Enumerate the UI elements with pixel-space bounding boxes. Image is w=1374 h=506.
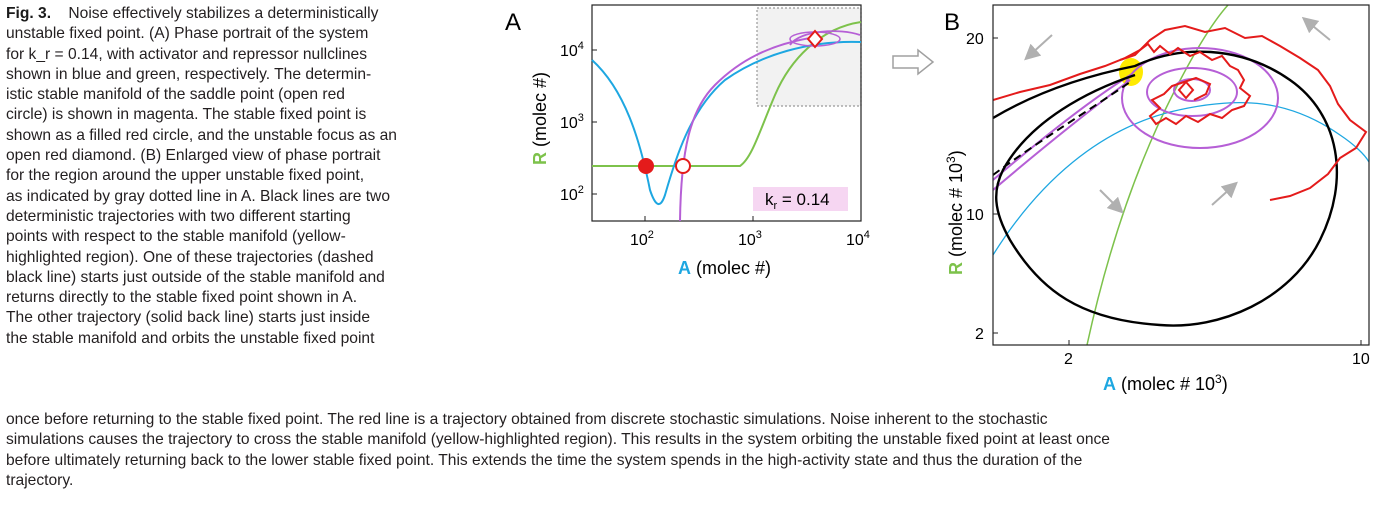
- flow-arrow-icon: [1211, 181, 1238, 206]
- caption-line: open red diamond. (B) Enlarged view of p…: [6, 147, 381, 165]
- caption-line: shown as a filled red circle, and the un…: [6, 126, 397, 144]
- caption-continuation: once before returning to the stable fixe…: [6, 410, 1368, 491]
- stable-fixed-point: [638, 158, 654, 174]
- caption-line: unstable fixed point. (A) Phase portrait…: [6, 25, 369, 43]
- caption-line: as indicated by gray dotted line in A. B…: [6, 187, 390, 205]
- stable-manifold-highlight: [1119, 58, 1143, 86]
- caption-line: circle) is shown in magenta. The stable …: [6, 106, 367, 124]
- x-tick-label: 104: [846, 229, 870, 249]
- panel-b-frame: [992, 4, 1370, 346]
- y-tick-label: 10: [966, 207, 984, 224]
- zoom-arrow-icon: [892, 48, 935, 76]
- panel-a-yticks: 102 103 104: [560, 40, 597, 204]
- caption-line: highlighted region). One of these trajec…: [6, 248, 374, 266]
- caption-line: for k_r = 0.14, with activator and repre…: [6, 45, 367, 63]
- panel-a: A kr = 0.14: [505, 4, 870, 278]
- panel-a-plot: kr = 0.14: [591, 4, 862, 222]
- caption-line: returns directly to the stable fixed poi…: [6, 289, 358, 307]
- panel-b-label: B: [944, 9, 960, 36]
- panel-a-xticks: 102 103 104: [630, 216, 870, 249]
- caption-line: shown in blue and green, respectively. T…: [6, 65, 372, 83]
- x-tick-label: 102: [630, 229, 654, 249]
- unstable-focus-a: [806, 29, 824, 49]
- flow-arrow-icon: [1024, 34, 1053, 61]
- caption-line: The other trajectory (solid back line) s…: [6, 309, 371, 327]
- deterministic-trajectory-dashed: [993, 81, 1131, 176]
- stochastic-trajectory: [993, 42, 1252, 126]
- caption-line: istic stable manifold of the saddle poin…: [6, 86, 345, 104]
- caption-line: points with respect to the stable manifo…: [6, 228, 346, 246]
- x-tick-label: 2: [1064, 351, 1073, 368]
- panel-b-plot: [992, 4, 1370, 346]
- caption-line: before ultimately returning back to the …: [6, 451, 1083, 469]
- caption-line: trajectory.: [6, 471, 74, 489]
- flow-arrow-icon: [1301, 16, 1331, 41]
- caption-line: simulations causes the trajectory to cro…: [6, 431, 1110, 449]
- caption-line: for the region around the upper unstable…: [6, 167, 365, 185]
- panel-b-xticks: 2 10: [1064, 340, 1370, 368]
- panel-b-ylabel: R (molec # 103): [944, 150, 966, 275]
- x-tick-label: 103: [738, 229, 762, 249]
- panel-a-frame: [591, 4, 862, 222]
- panel-a-xlabel: A (molec #): [678, 258, 771, 278]
- stable-manifold-b2: [993, 73, 1133, 181]
- activator-nullcline-a: [591, 40, 862, 205]
- caption-line: Noise effectively stabilizes a determini…: [68, 5, 379, 22]
- panel-b-yticks: 20 10 2: [966, 31, 998, 343]
- kr-label: kr = 0.14: [765, 190, 830, 212]
- panel-b-xlabel: A (molec # 103): [1103, 372, 1228, 394]
- panel-a-label: A: [505, 9, 521, 36]
- figure-caption: Fig. 3. Noise effectively stabilizes a d…: [6, 4, 498, 349]
- y-tick-label: 104: [560, 40, 584, 60]
- unstable-focus-b: [1177, 80, 1195, 100]
- caption-line: deterministic trajectories with two diff…: [6, 207, 351, 225]
- x-tick-label: 10: [1352, 351, 1370, 368]
- caption-line: the stable manifold and orbits the unsta…: [6, 329, 375, 347]
- figure-graphic: A kr = 0.14: [505, 4, 1370, 394]
- deterministic-trajectory-solid: [993, 50, 1339, 327]
- stochastic-trajectory-outer: [1119, 24, 1368, 201]
- figure-label: Fig. 3.: [6, 5, 52, 22]
- y-tick-label: 103: [560, 112, 584, 132]
- unstable-orbit-outer: [1121, 47, 1279, 149]
- caption-line: once before returning to the stable fixe…: [6, 411, 1048, 428]
- panel-a-ylabel: R (molec #): [530, 72, 550, 165]
- panel-b: B: [944, 4, 1370, 394]
- unstable-orbit-mid: [1146, 67, 1238, 117]
- y-tick-label: 102: [560, 184, 584, 204]
- y-tick-label: 2: [975, 326, 984, 343]
- stable-manifold-b: [993, 79, 1131, 191]
- flow-arrow-icon: [1099, 189, 1124, 214]
- activator-nullcline-b: [993, 101, 1369, 256]
- kr-box: [753, 187, 848, 211]
- caption-line: black line) starts just outside of the s…: [6, 268, 385, 286]
- zoom-region-box: [756, 7, 862, 107]
- y-tick-label: 20: [966, 31, 984, 48]
- saddle-point: [675, 158, 691, 174]
